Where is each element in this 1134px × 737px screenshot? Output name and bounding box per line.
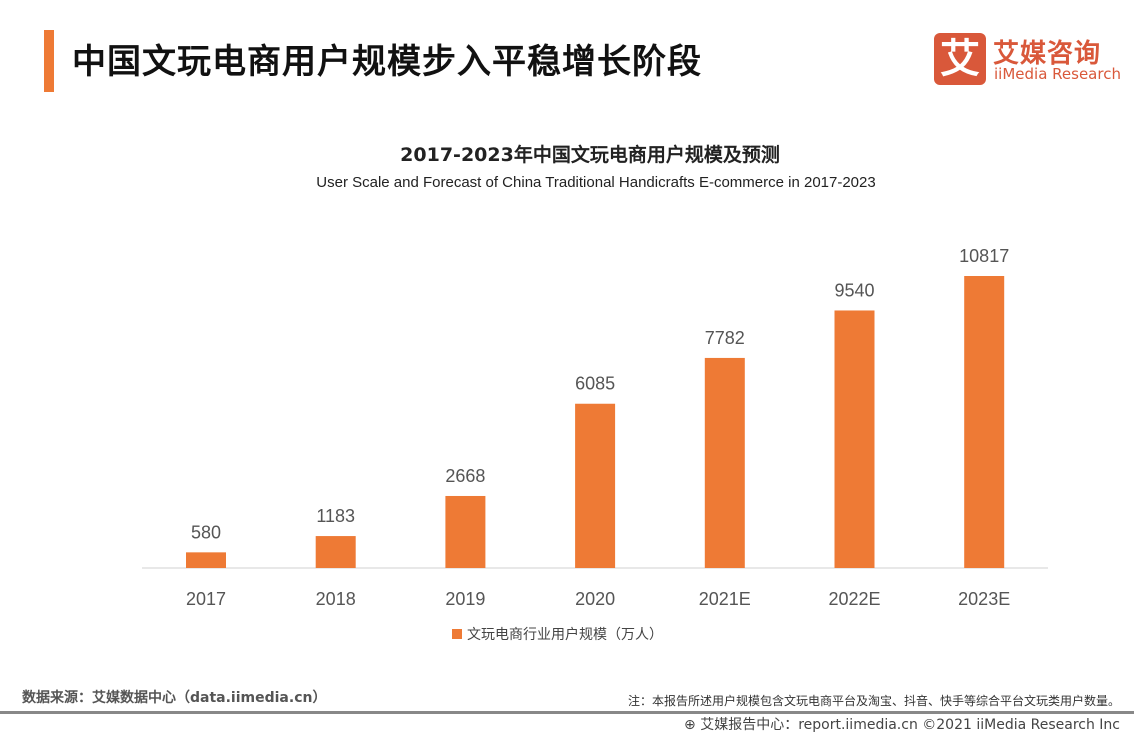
footnote: 注：本报告所述用户规模包含文玩电商平台及淘宝、抖音、快手等综合平台文玩类用户数量…	[627, 694, 1120, 708]
data-label: 2668	[445, 466, 485, 486]
logo-mark: 艾	[934, 33, 986, 85]
x-tick-label: 2023E	[958, 589, 1010, 609]
legend-label: 文玩电商行业用户规模（万人）	[467, 626, 663, 642]
bar-chart: 580 2017 1183 2018 2668 2019 6085 2020 7782 2021E…	[142, 246, 1048, 642]
legend-swatch	[452, 629, 462, 639]
bar	[315, 536, 356, 568]
page-title: 中国文玩电商用户规模步入平稳增长阶段	[72, 42, 702, 82]
bar	[575, 403, 616, 568]
x-tick-label: 2018	[316, 589, 356, 609]
bar	[186, 552, 226, 568]
copyright-text: 艾媒报告中心：report.iimedia.cn ©2021 iiMedia R…	[700, 717, 1120, 733]
x-tick-label: 2022E	[828, 589, 880, 609]
data-label: 9540	[834, 280, 874, 300]
footer-divider	[0, 711, 1134, 714]
x-tick-label: 2021E	[699, 589, 751, 609]
data-label: 580	[191, 522, 221, 542]
globe-icon: ⊕	[684, 717, 696, 733]
bar	[834, 310, 875, 568]
bar	[445, 495, 486, 568]
data-label: 1183	[316, 506, 355, 526]
bar	[704, 357, 745, 568]
logo-cn: 艾媒咨询	[993, 39, 1102, 69]
chart-subtitle: User Scale and Forecast of China Traditi…	[316, 174, 876, 191]
x-tick-label: 2017	[186, 589, 226, 609]
data-label: 7782	[705, 328, 745, 348]
x-tick-label: 2020	[575, 589, 615, 609]
copyright: ⊕ 艾媒报告中心：report.iimedia.cn ©2021 iiMedia…	[684, 714, 1120, 734]
chart-title: 2017-2023年中国文玩电商用户规模及预测	[400, 144, 780, 166]
title-accent-bar	[44, 30, 54, 92]
logo-en: iiMedia Research	[994, 65, 1121, 83]
bar	[964, 276, 1005, 568]
data-label: 10817	[959, 246, 1009, 266]
x-tick-label: 2019	[445, 589, 485, 609]
data-source: 数据来源：艾媒数据中心（data.iimedia.cn）	[22, 690, 327, 706]
data-label: 6085	[575, 374, 615, 394]
